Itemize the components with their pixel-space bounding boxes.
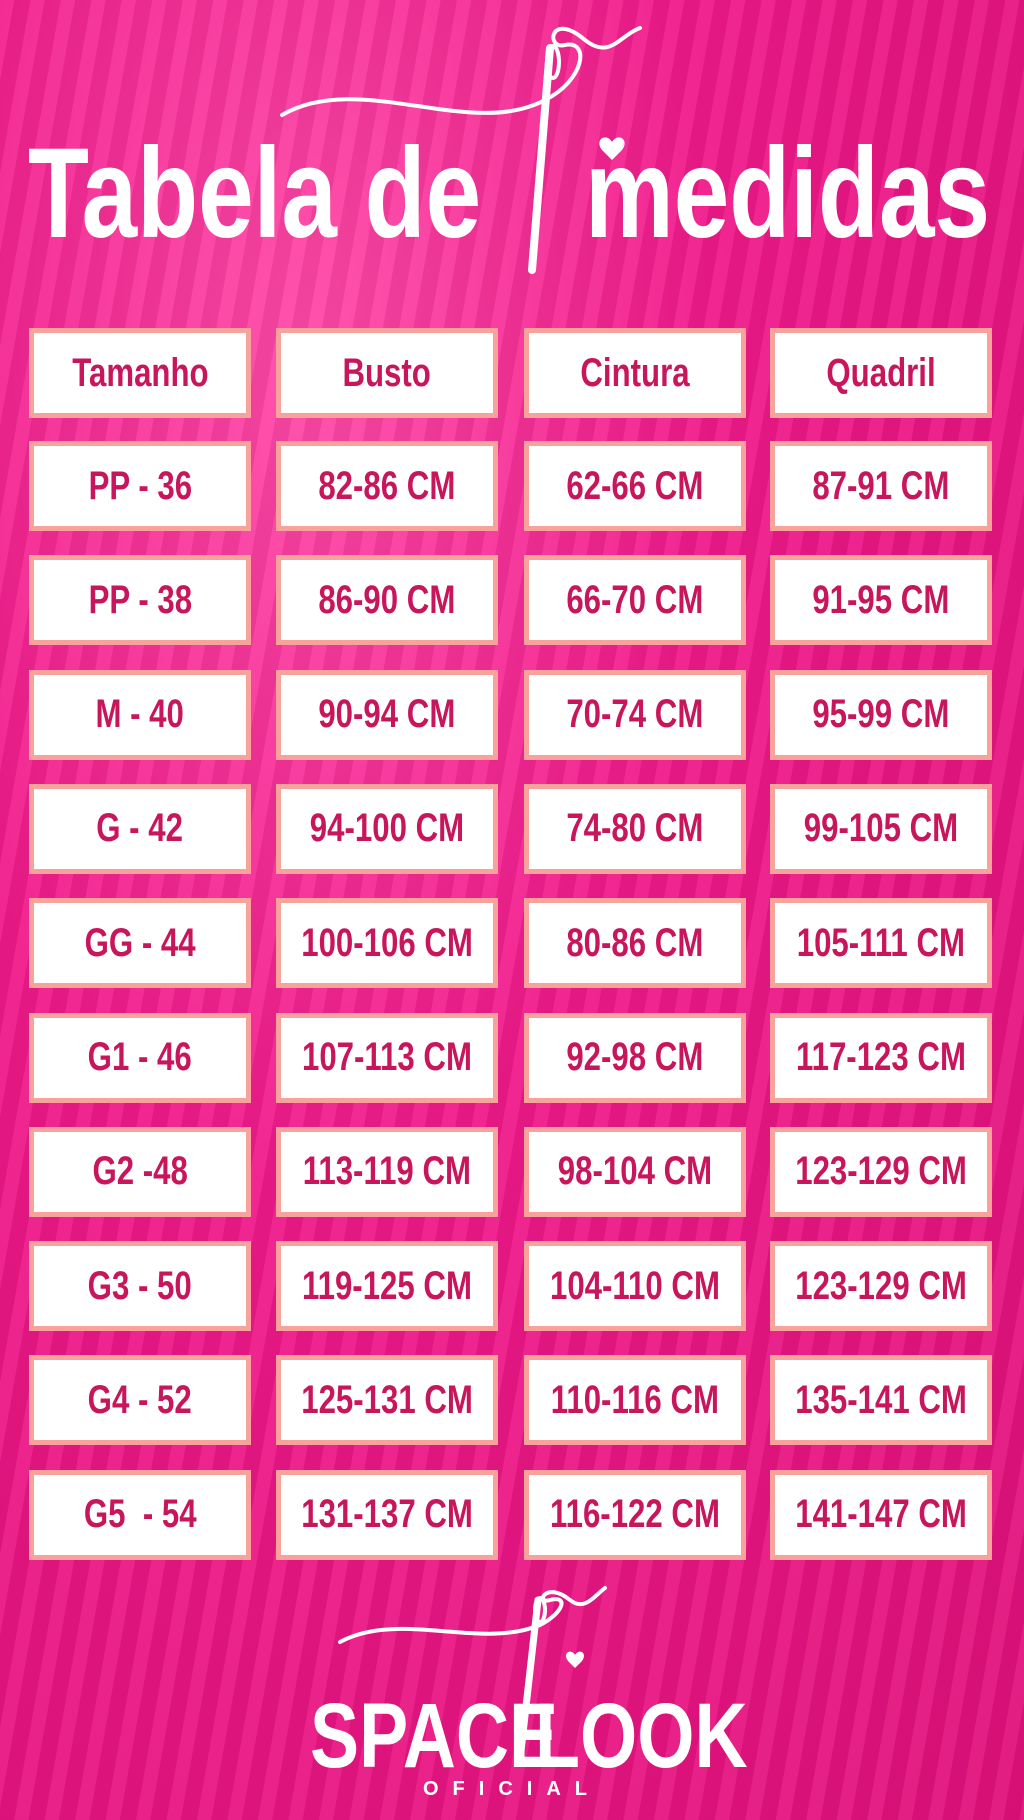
table-cell: 123-129 CM	[770, 1241, 992, 1332]
table-cell: 131-137 CM	[276, 1469, 498, 1560]
cell-text: 141-147 CM	[795, 1492, 967, 1537]
cell-text: 123-129 CM	[795, 1263, 967, 1308]
cell-text: G5 - 54	[83, 1492, 197, 1537]
logo-text: LOOK	[535, 1685, 748, 1787]
cell-text: Cintura	[580, 350, 690, 395]
table-cell: GG - 44	[29, 898, 251, 989]
title: Tabela de	[28, 122, 482, 265]
table-cell: 100-106 CM	[276, 898, 498, 989]
cell-text: 131-137 CM	[301, 1492, 473, 1537]
table-cell: 99-105 CM	[770, 783, 992, 874]
table-cell: G1 - 46	[29, 1012, 251, 1103]
cell-text: 94-100 CM	[309, 806, 465, 851]
cell-text: 105-111 CM	[796, 920, 966, 965]
cell-text: G - 42	[96, 806, 184, 851]
cell-text: 119-125 CM	[302, 1263, 472, 1308]
table-cell: 116-122 CM	[524, 1469, 746, 1560]
table-cell: 95-99 CM	[770, 669, 992, 760]
table-cell: 105-111 CM	[770, 898, 992, 989]
cell-text: 117-123 CM	[796, 1035, 966, 1079]
cell-text: 116-122 CM	[550, 1492, 720, 1537]
table-cell: 87-91 CM	[770, 441, 992, 531]
table-cell: M - 40	[29, 669, 251, 760]
table-cell: 66-70 CM	[524, 555, 746, 646]
cell-text: Busto	[342, 350, 432, 395]
title: medidas	[585, 122, 991, 265]
table-cell: Busto	[276, 328, 498, 418]
table-cell: 62-66 CM	[524, 441, 746, 531]
cell-text: G4 - 52	[87, 1377, 193, 1422]
table-cell: PP - 38	[29, 555, 251, 646]
cell-text: 135-141 CM	[795, 1377, 967, 1422]
table-cell: G4 - 52	[29, 1355, 251, 1446]
cell-text: 74-80 CM	[566, 806, 704, 851]
table-cell: 110-116 CM	[524, 1355, 746, 1446]
cell-text: PP - 36	[88, 463, 192, 508]
table-cell: 98-104 CM	[524, 1126, 746, 1217]
cell-text: 125-131 CM	[301, 1377, 473, 1422]
table-cell: 117-123 CM	[770, 1012, 992, 1103]
cell-text: G2 -48	[92, 1149, 188, 1194]
table-cell: 104-110 CM	[524, 1241, 746, 1332]
cell-text: G3 - 50	[87, 1263, 193, 1308]
cell-text: 104-110 CM	[550, 1263, 720, 1308]
table-cell: PP - 36	[29, 441, 251, 531]
table-cell: G - 42	[29, 783, 251, 874]
table-cell: 141-147 CM	[770, 1469, 992, 1560]
cell-text: 113-119 CM	[302, 1149, 472, 1194]
table-cell: G5 - 54	[29, 1469, 251, 1560]
logo-text: SPACE	[310, 1685, 559, 1787]
table-cell: 80-86 CM	[524, 898, 746, 989]
cell-text: 82-86 CM	[318, 463, 456, 508]
cell-text: 66-70 CM	[566, 577, 704, 622]
table-cell: Tamanho	[29, 328, 251, 418]
logo-subtitle: OFICIAL	[423, 1778, 601, 1800]
cell-text: 123-129 CM	[795, 1149, 967, 1194]
cell-text: PP - 38	[88, 577, 192, 622]
cell-text: G1 - 46	[87, 1035, 193, 1079]
table-cell: 119-125 CM	[276, 1241, 498, 1332]
cell-text: 95-99 CM	[812, 692, 950, 737]
cell-text: 98-104 CM	[557, 1149, 713, 1194]
table-cell: 82-86 CM	[276, 441, 498, 531]
cell-text: 90-94 CM	[318, 692, 456, 737]
table-cell: 92-98 CM	[524, 1012, 746, 1103]
table-cell: Quadril	[770, 328, 992, 418]
table-cell: 90-94 CM	[276, 669, 498, 760]
cell-text: 70-74 CM	[566, 692, 704, 737]
cell-text: 62-66 CM	[566, 463, 704, 508]
table-cell: 74-80 CM	[524, 783, 746, 874]
table-cell: 107-113 CM	[276, 1012, 498, 1103]
cell-text: M - 40	[95, 692, 185, 737]
table-cell: 94-100 CM	[276, 783, 498, 874]
cell-text: 92-98 CM	[566, 1035, 704, 1079]
cell-text: 100-106 CM	[301, 920, 473, 965]
cell-text: 91-95 CM	[812, 577, 950, 622]
table-cell: Cintura	[524, 328, 746, 418]
table-cell: G3 - 50	[29, 1241, 251, 1332]
table-cell: 135-141 CM	[770, 1355, 992, 1446]
cell-text: 110-116 CM	[550, 1377, 720, 1422]
cell-text: 87-91 CM	[812, 463, 950, 508]
table-cell: 123-129 CM	[770, 1126, 992, 1217]
table-cell: G2 -48	[29, 1126, 251, 1217]
cell-text: Quadril	[826, 350, 936, 395]
table-cell: 125-131 CM	[276, 1355, 498, 1446]
cell-text: Tamanho	[71, 350, 209, 395]
cell-text: 86-90 CM	[318, 577, 456, 622]
table-cell: 91-95 CM	[770, 555, 992, 646]
table-cell: 86-90 CM	[276, 555, 498, 646]
table-cell: 70-74 CM	[524, 669, 746, 760]
cell-text: 99-105 CM	[803, 806, 959, 851]
cell-text: GG - 44	[84, 920, 196, 965]
cell-text: 80-86 CM	[566, 920, 704, 965]
cell-text: 107-113 CM	[302, 1035, 472, 1079]
table-cell: 113-119 CM	[276, 1126, 498, 1217]
